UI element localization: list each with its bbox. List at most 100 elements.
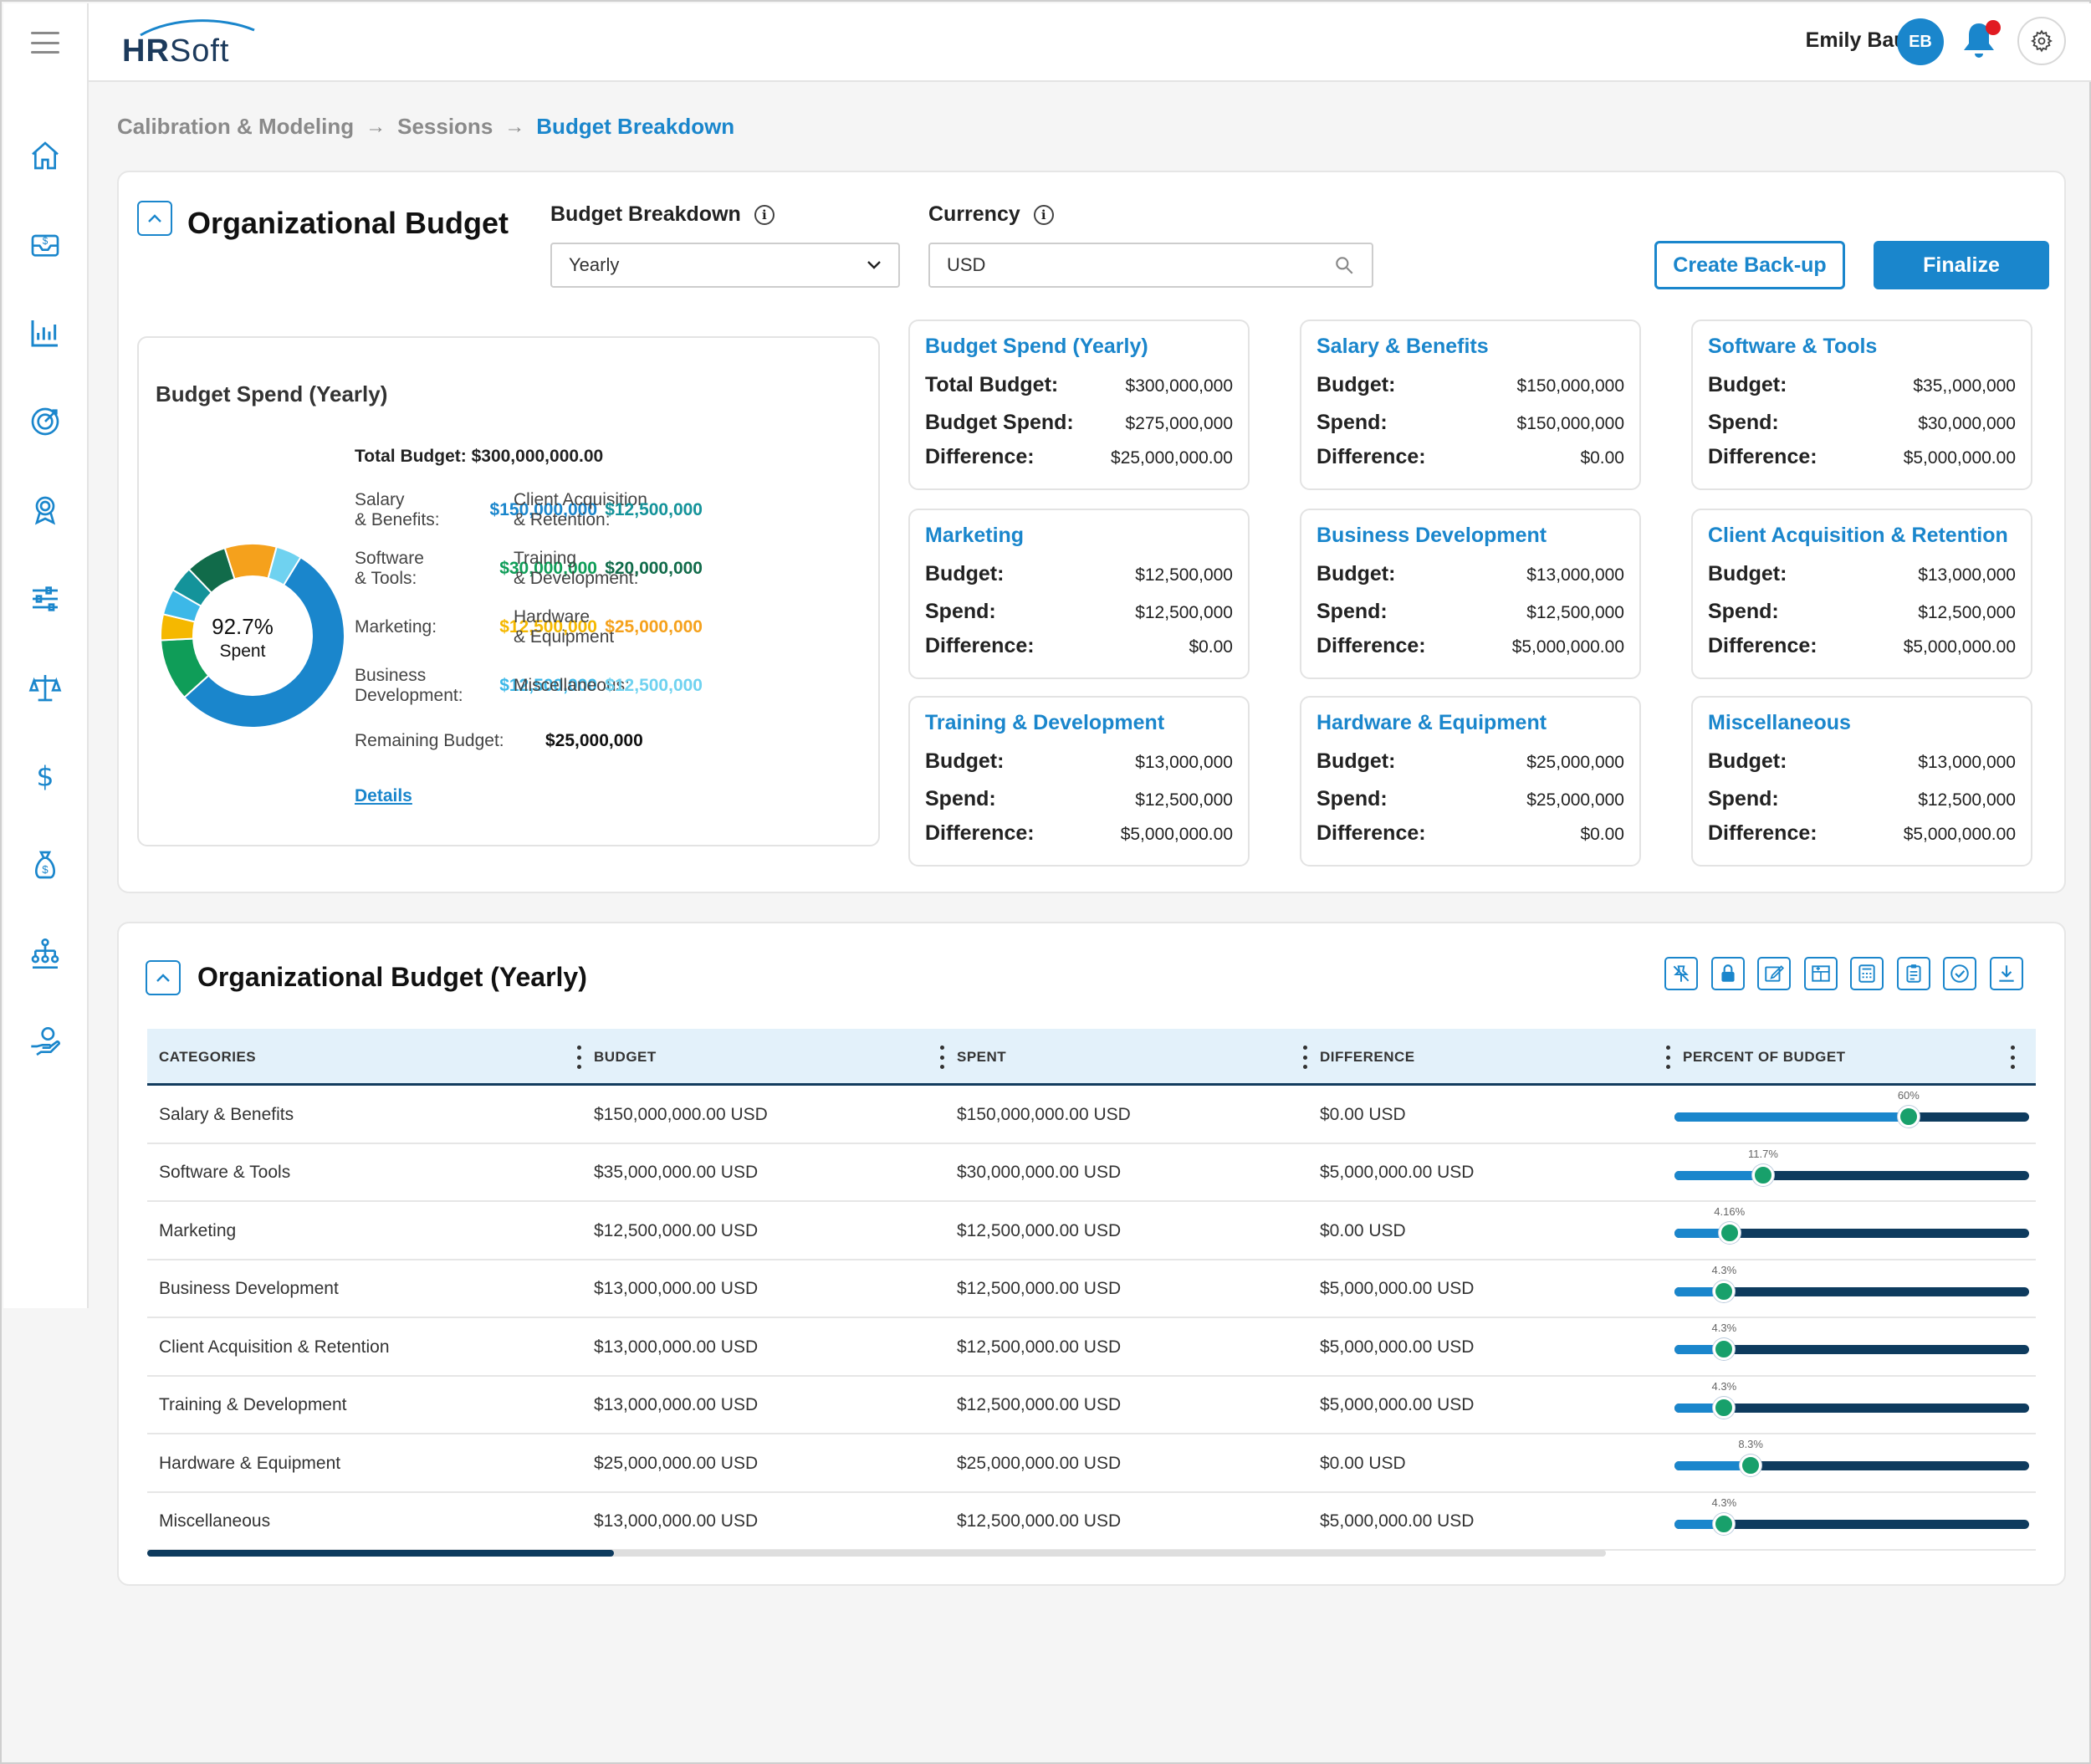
money-bag-icon[interactable]: $ — [27, 846, 64, 883]
table-row[interactable]: Software & Tools $35,000,000.00 USD $30,00… — [147, 1144, 2036, 1202]
menu-icon[interactable] — [31, 32, 59, 54]
slider-handle[interactable] — [1897, 1106, 1920, 1127]
percent-slider[interactable]: 4.3% — [1674, 1380, 2029, 1419]
summary-card[interactable]: Training & Development Budget: $13,000,000… — [908, 696, 1250, 867]
details-link[interactable]: Details — [355, 786, 412, 805]
percent-slider[interactable]: 60% — [1674, 1089, 2029, 1127]
column-header-spent[interactable]: SPENT — [957, 1049, 1007, 1065]
column-header-percent[interactable]: PERCENT OF BUDGET — [1683, 1049, 1846, 1065]
slider-handle[interactable] — [1713, 1396, 1736, 1419]
summary-card[interactable]: Salary & Benefits Budget: $150,000,000 Spen… — [1300, 320, 1641, 490]
info-icon[interactable]: i — [754, 204, 775, 225]
hrsoft-logo[interactable]: HRSoft — [122, 18, 273, 72]
breadcrumb-calibration[interactable]: Calibration & Modeling — [117, 114, 355, 139]
org-chart-icon[interactable] — [27, 935, 64, 972]
clipboard-button[interactable] — [1896, 957, 1930, 990]
collapse-button[interactable] — [137, 201, 172, 236]
breadcrumb-sessions[interactable]: Sessions — [397, 114, 493, 139]
summary-card[interactable]: Marketing Budget: $12,500,000 Spend: $12,500… — [908, 509, 1250, 679]
dollar-icon[interactable]: $ — [27, 758, 64, 795]
summary-card[interactable]: Software & Tools Budget: $35,,000,000 Spend… — [1691, 320, 2032, 490]
summary-card-value: $300,000,000 — [1125, 376, 1233, 396]
scrollbar-thumb[interactable] — [147, 1550, 614, 1557]
summary-card-row: Spend: $25,000,000 — [1316, 787, 1624, 811]
cell-spent: $12,500,000.00 USD — [957, 1220, 1122, 1240]
calculator-button[interactable] — [1850, 957, 1884, 990]
column-menu-icon[interactable] — [938, 1046, 945, 1069]
column-menu-icon[interactable] — [1301, 1046, 1308, 1069]
summary-card-row: Difference: $5,000,000.00 — [1316, 634, 1624, 658]
summary-card[interactable]: Hardware & Equipment Budget: $25,000,000 Sp… — [1300, 696, 1641, 867]
cell-category: Training & Development — [159, 1395, 347, 1415]
column-menu-icon[interactable] — [1664, 1046, 1671, 1069]
cell-category: Hardware & Equipment — [159, 1453, 341, 1473]
add-column-button[interactable] — [1803, 957, 1838, 990]
slider-handle[interactable] — [1713, 1280, 1736, 1302]
summary-card[interactable]: Business Development Budget: $13,000,000 Sp… — [1300, 509, 1641, 679]
home-icon[interactable] — [27, 137, 64, 174]
legend-label: Business Development: — [355, 666, 463, 705]
summary-card-value: $25,000,000.00 — [1111, 448, 1233, 468]
collapse-button[interactable] — [146, 960, 181, 995]
summary-card-label: Spend: — [925, 600, 996, 623]
check-circle-button[interactable] — [1943, 957, 1976, 990]
chevron-up-icon — [148, 214, 161, 222]
column-menu-icon[interactable] — [575, 1046, 582, 1069]
analytics-icon[interactable] — [27, 314, 64, 351]
summary-card-row: Budget: $25,000,000 — [1316, 749, 1624, 774]
budget-breakdown-label: Budget Breakdown i — [550, 202, 775, 227]
summary-card-row: Budget: $13,000,000 — [1316, 562, 1624, 586]
percent-slider[interactable]: 4.3% — [1674, 1322, 2029, 1360]
legend-label: Training & Development: — [514, 549, 639, 588]
lock-button[interactable] — [1710, 957, 1745, 990]
budget-inbox-icon[interactable]: $ — [27, 226, 64, 263]
notification-bell-icon[interactable] — [1959, 18, 2004, 65]
column-header-categories[interactable]: CATEGORIES — [159, 1049, 257, 1065]
column-menu-icon[interactable] — [2009, 1046, 2016, 1069]
scales-icon[interactable] — [27, 669, 64, 706]
percent-slider[interactable]: 4.3% — [1674, 1496, 2029, 1535]
currency-input[interactable]: USD — [928, 243, 1373, 288]
slider-handle[interactable] — [1713, 1512, 1736, 1535]
target-icon[interactable] — [27, 403, 64, 440]
finalize-button[interactable]: Finalize — [1874, 241, 2049, 289]
column-header-difference[interactable]: DIFFERENCE — [1320, 1049, 1415, 1065]
svg-text:$: $ — [36, 760, 54, 793]
table-row[interactable]: Training & Development $13,000,000.00 USD… — [147, 1377, 2036, 1434]
table-row[interactable]: Miscellaneous $13,000,000.00 USD $12,500,0… — [147, 1493, 2036, 1551]
table-row[interactable]: Client Acquisition & Retention $13,000,00… — [147, 1318, 2036, 1377]
slider-handle[interactable] — [1752, 1163, 1774, 1186]
table-row[interactable]: Marketing $12,500,000.00 USD $12,500,000.0… — [147, 1202, 2036, 1260]
hand-coin-icon[interactable] — [27, 1024, 64, 1061]
download-button[interactable] — [1989, 957, 2023, 990]
pin-off-button[interactable] — [1664, 957, 1698, 990]
chevron-down-icon — [867, 261, 881, 269]
budget-breakdown-select[interactable]: Yearly — [550, 243, 900, 288]
create-backup-button[interactable]: Create Back-up — [1654, 241, 1845, 289]
slider-handle[interactable] — [1740, 1455, 1762, 1476]
summary-card-row: Difference: $0.00 — [925, 634, 1233, 658]
summary-card[interactable]: Budget Spend (Yearly) Total Budget: $300,0… — [908, 320, 1250, 490]
avatar[interactable]: EB — [1897, 18, 1944, 65]
settings-button[interactable] — [2017, 17, 2066, 65]
slider-handle[interactable] — [1718, 1222, 1741, 1244]
award-icon[interactable] — [27, 492, 64, 529]
column-header-budget[interactable]: BUDGET — [594, 1049, 657, 1065]
summary-card[interactable]: Client Acquisition & Retention Budget: $13… — [1691, 509, 2032, 679]
horizontal-scrollbar[interactable] — [147, 1550, 1606, 1557]
table-header: CATEGORIES BUDGET SPENT DIFFERENCE PERCE… — [147, 1029, 2036, 1086]
table-row[interactable]: Hardware & Equipment $25,000,000.00 USD $2… — [147, 1434, 2036, 1493]
info-icon[interactable]: i — [1033, 204, 1054, 225]
summary-card[interactable]: Miscellaneous Budget: $13,000,000 Spend: $12… — [1691, 696, 2032, 867]
edit-button[interactable] — [1757, 957, 1791, 990]
sliders-icon[interactable] — [27, 580, 64, 617]
slider-fill — [1674, 1170, 1763, 1180]
percent-slider[interactable]: 8.3% — [1674, 1438, 2029, 1476]
percent-slider[interactable]: 11.7% — [1674, 1148, 2029, 1186]
table-row[interactable]: Business Development $13,000,000.00 USD $1… — [147, 1260, 2036, 1318]
percent-slider[interactable]: 4.3% — [1674, 1264, 2029, 1302]
table-row[interactable]: Salary & Benefits $150,000,000.00 USD $150… — [147, 1086, 2036, 1144]
percent-slider[interactable]: 4.16% — [1674, 1205, 2029, 1244]
slider-handle[interactable] — [1713, 1338, 1736, 1360]
svg-text:$: $ — [43, 236, 49, 247]
